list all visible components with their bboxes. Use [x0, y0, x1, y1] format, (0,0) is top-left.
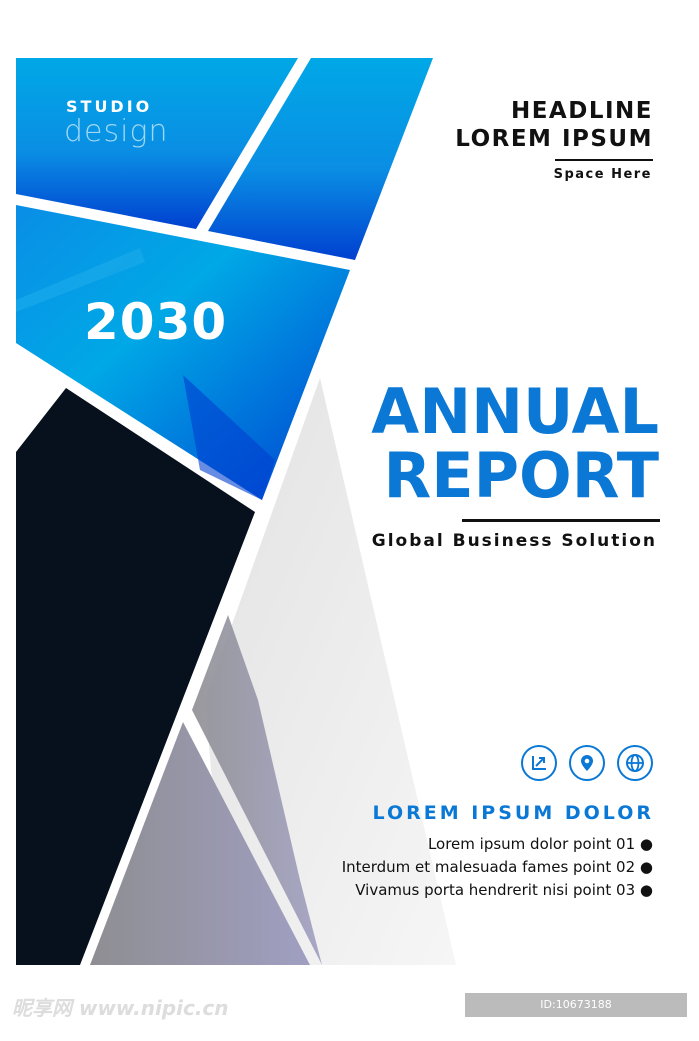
headline-divider — [555, 159, 653, 161]
blue-shard-top-left — [16, 58, 298, 229]
headline-line1: HEADLINE — [510, 98, 653, 124]
watermark-site: 昵享网 www.nipic.cn — [12, 996, 229, 1020]
year-label: 2030 — [84, 293, 228, 351]
purple-gray-shard — [192, 615, 322, 965]
dark-shard — [16, 388, 255, 965]
headline-sub: Space Here — [553, 167, 652, 182]
point-2: Interdum et malesuada fames point 02 ● — [341, 858, 653, 876]
gray-triangle — [90, 722, 310, 965]
point-1: Lorem ipsum dolor point 01 ● — [427, 835, 653, 853]
title-divider — [462, 519, 660, 522]
brand-studio: STUDIO — [66, 97, 153, 116]
blue-shard-top-right — [208, 58, 433, 260]
watermark-id: ID:10673188 NO:20210326160734900080 — [465, 993, 687, 1035]
blue-accent-facet — [183, 375, 275, 500]
title-line1: ANNUAL — [371, 375, 659, 448]
title-line2: REPORT — [383, 439, 660, 512]
headline-line2: LOREM IPSUM — [455, 126, 653, 152]
blue-accent-ray — [16, 248, 145, 312]
location-pin-icon — [569, 745, 605, 781]
point-3: Vivamus porta hendrerit nisi point 03 ● — [355, 881, 653, 899]
globe-icon — [617, 745, 653, 781]
title-subtitle: Global Business Solution — [371, 531, 657, 551]
brand-design: design — [64, 114, 169, 149]
chart-growth-icon — [521, 745, 557, 781]
section-heading: LOREM IPSUM DOLOR — [372, 802, 654, 824]
